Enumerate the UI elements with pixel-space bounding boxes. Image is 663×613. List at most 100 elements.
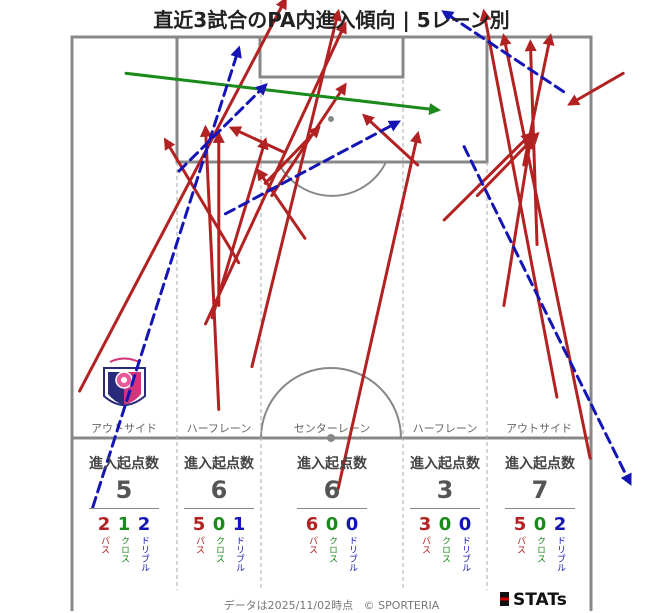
lane-2-dribble-label: ドリブル [347, 536, 357, 572]
lane-3-pass-stat: 3 パス [415, 515, 435, 558]
lane-1-dribble-label: ドリブル [234, 536, 244, 572]
lane-3-dribble-count: 0 [458, 514, 472, 535]
pass-arrow-16 [567, 71, 625, 106]
goal-area [258, 37, 405, 79]
lane-4-cross-count: 0 [533, 514, 547, 535]
lane-2-dribble-stat: 0 ドリブル [342, 515, 362, 576]
lane-2-pass-stat: 6 パス [302, 515, 322, 558]
cross-arrow-21 [124, 71, 442, 115]
pass-arrow-10 [263, 125, 321, 185]
lane-3-cross-stat: 0 クロス [435, 515, 455, 567]
pass-arrow-3 [199, 124, 221, 411]
pass-arrow-20 [524, 39, 539, 246]
lane-1-cross-label: クロス [214, 536, 224, 563]
pass-arrow-6 [163, 137, 241, 265]
lane-0-dribble-stat: 2 ドリブル [134, 515, 154, 576]
pass-arrow-7 [228, 126, 287, 155]
lane-3-cross-label: クロス [440, 536, 450, 563]
lane-4-pass-label: パス [515, 536, 525, 554]
lane-name-4: アウトサイド [506, 422, 572, 435]
chart-title: 直近3試合のPA内進入傾向 | 5レーン別 [153, 8, 510, 32]
lane-stat-rule-4 [505, 508, 575, 509]
lane-total-1: 6 [210, 476, 228, 504]
lane-4-dribble-label: ドリブル [555, 536, 565, 572]
pass-arrow-12 [336, 130, 422, 491]
pass-arrow-15 [502, 136, 535, 307]
lane-2-cross-stat: 0 クロス [322, 515, 342, 567]
lane-name-3: ハーフレーン [413, 422, 478, 435]
stats-logo-icon [500, 592, 509, 606]
lane-1-dribble-count: 1 [232, 514, 246, 535]
lane-2-pass-count: 6 [305, 514, 319, 535]
lane-total-2: 6 [323, 476, 341, 504]
lane-name-1: ハーフレーン [187, 422, 252, 435]
penalty-area [175, 37, 489, 164]
pass-arrow-2 [250, 8, 342, 369]
dribble-arrow-26 [441, 10, 566, 94]
lane-1-cross-stat: 0 クロス [209, 515, 229, 567]
lane-1-dribble-stat: 1 ドリブル [229, 515, 249, 576]
pass-arrow-0 [78, 0, 287, 393]
lane-stat-header-3: 進入起点数 [410, 456, 480, 472]
data-date: データは2025/11/02時点 [223, 599, 354, 612]
lane-0-cross-stat: 1 クロス [114, 515, 134, 567]
center-circle [260, 367, 402, 439]
lane-stat-header-0: 進入起点数 [89, 456, 159, 472]
penalty-spot [328, 116, 334, 122]
lane-0-dribble-label: ドリブル [139, 536, 149, 572]
footer-text: データは2025/11/02時点 © SPORTERIA [0, 597, 663, 613]
lane-2-cross-count: 0 [325, 514, 339, 535]
lane-stat-rule-1 [184, 508, 254, 509]
lane-3-pass-label: パス [420, 536, 430, 554]
pass-arrow-4 [210, 137, 269, 320]
lane-4-dribble-count: 2 [553, 514, 567, 535]
lane-1-cross-count: 0 [212, 514, 226, 535]
dribble-arrow-24 [223, 120, 401, 216]
stats-logo-text: STATs [513, 590, 567, 610]
lane-4-cross-label: クロス [535, 536, 545, 563]
lane-stat-rule-2 [297, 508, 367, 509]
lane-2-dribble-count: 0 [345, 514, 359, 535]
lane-4-cross-stat: 0 クロス [530, 515, 550, 567]
stats-logo: STATs [500, 590, 567, 610]
lane-2-cross-label: クロス [327, 536, 337, 563]
lane-0-dribble-count: 2 [137, 514, 151, 535]
lane-0-cross-label: クロス [119, 536, 129, 563]
lane-1-pass-stat: 5 パス [189, 515, 209, 558]
lane-3-dribble-label: ドリブル [460, 536, 470, 572]
pass-arrow-17 [522, 33, 555, 167]
lane-3-cross-count: 0 [438, 514, 452, 535]
dribble-arrow-25 [462, 145, 632, 486]
dribble-arrow-23 [177, 83, 268, 173]
lane-0-pass-label: パス [99, 536, 109, 554]
lane-1-pass-label: パス [194, 536, 204, 554]
lane-total-4: 7 [531, 476, 549, 504]
pass-arrow-11 [362, 113, 420, 167]
lane-3-dribble-stat: 0 ドリブル [455, 515, 475, 576]
dribble-arrow-22 [91, 45, 242, 509]
lane-total-3: 3 [436, 476, 454, 504]
lane-4-pass-count: 5 [513, 514, 527, 535]
arrow-layer [78, 0, 632, 509]
penalty-arc [277, 161, 387, 197]
lane-stat-header-1: 進入起点数 [184, 456, 254, 472]
lane-3-pass-count: 3 [418, 514, 432, 535]
lane-total-0: 5 [115, 476, 133, 504]
lane-0-pass-stat: 2 パス [94, 515, 114, 558]
pass-arrow-18 [479, 8, 559, 399]
pass-arrow-19 [499, 33, 592, 460]
lane-name-2: センターレーン [294, 422, 370, 435]
lane-stat-rule-3 [410, 508, 480, 509]
pass-arrow-13 [442, 131, 533, 222]
lane-1-pass-count: 5 [192, 514, 206, 535]
lane-2-pass-label: パス [307, 536, 317, 554]
lane-0-pass-count: 2 [97, 514, 111, 535]
copyright: © SPORTERIA [363, 599, 440, 612]
lane-stat-header-4: 進入起点数 [505, 456, 575, 472]
lane-4-pass-stat: 5 パス [510, 515, 530, 558]
lane-stat-header-2: 進入起点数 [297, 456, 367, 472]
lane-name-0: アウトサイド [91, 422, 157, 435]
lane-stat-rule-0 [89, 508, 159, 509]
center-spot [327, 434, 335, 442]
